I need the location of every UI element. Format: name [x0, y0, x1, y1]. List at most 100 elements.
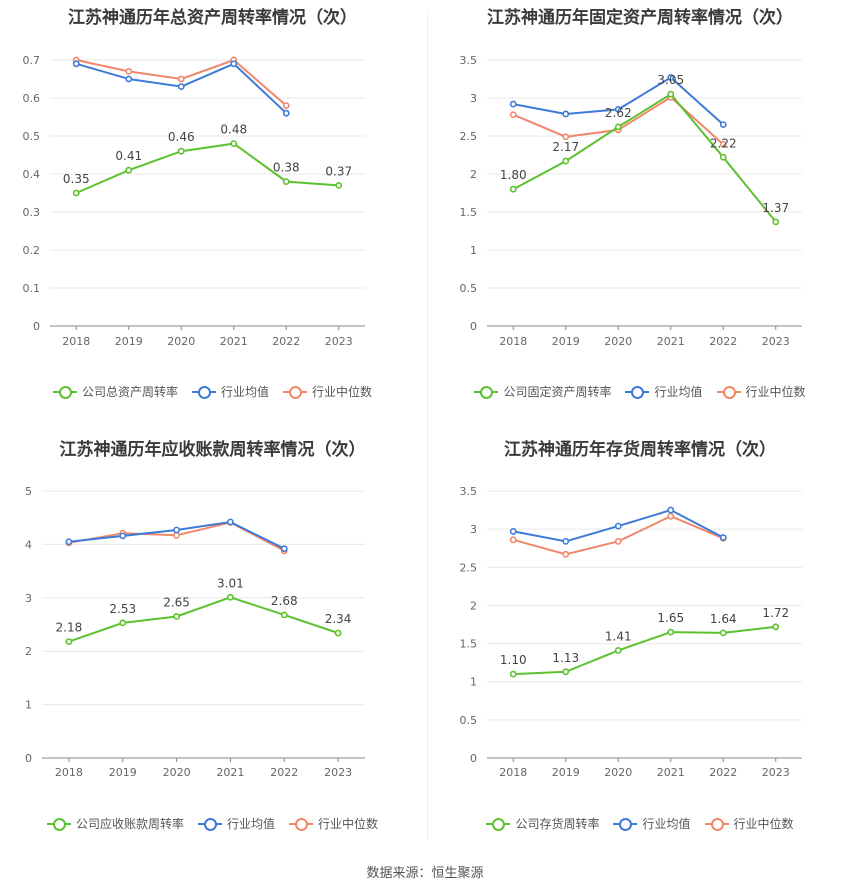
legend-label: 行业均值	[220, 385, 269, 399]
chart-inventory-turnover: 江苏神通历年存货周转率情况（次） 0 0.5 1 1.5 2 2.5 3 3.5 2018 201…	[430, 425, 850, 850]
data-point-company	[614, 123, 622, 131]
legend-label: 行业均值	[226, 817, 275, 831]
data-point-avg	[509, 100, 517, 108]
x-tick-label: 2018	[499, 335, 527, 348]
legend-label: 行业均值	[654, 385, 703, 399]
y-tick-label: 1.5	[460, 638, 478, 651]
data-point-avg	[72, 60, 80, 68]
data-point-company	[119, 619, 127, 627]
data-label: 0.35	[63, 172, 90, 186]
y-tick-label: 2	[470, 168, 477, 181]
data-label: 1.41	[605, 629, 632, 643]
y-tick-label: 3	[470, 92, 477, 105]
y-tick-label: 0	[470, 320, 477, 333]
y-tick-label: 0.4	[23, 168, 41, 181]
data-point-median	[719, 140, 727, 148]
x-tick-label: 2020	[167, 335, 195, 348]
y-tick-label: 4	[25, 538, 32, 551]
data-label: 1.37	[762, 201, 789, 215]
y-tick-label: 2.5	[460, 130, 478, 143]
y-tick-label: 0.7	[23, 54, 41, 67]
x-tick-label: 2021	[657, 335, 685, 348]
chart-legend: 公司存货周转率 行业均值 行业中位数	[430, 815, 850, 832]
data-label: 2.17	[552, 140, 579, 154]
data-label: 0.48	[220, 123, 247, 137]
legend-item-company[interactable]: 公司总资产周转率	[52, 383, 178, 400]
data-label: 2.62	[605, 106, 632, 120]
x-tick-label: 2023	[325, 335, 353, 348]
x-tick-label: 2019	[115, 335, 143, 348]
legend-item-industry-median[interactable]: 行业中位数	[289, 815, 378, 832]
chart-legend: 公司应收账款周转率 行业均值 行业中位数	[0, 815, 425, 832]
chart-plot: 0 0.5 1 1.5 2 2.5 3 3.5 2018 2019 2020 2021 2022 2023…	[460, 485, 802, 779]
data-point-company	[280, 611, 288, 619]
legend-marker-icon	[46, 817, 71, 831]
data-label: 1.13	[552, 651, 579, 665]
data-point-avg	[230, 60, 238, 68]
x-tick-label: 2020	[604, 335, 632, 348]
x-tick-label: 2020	[604, 766, 632, 779]
legend-marker-icon	[191, 385, 216, 399]
x-tick-label: 2018	[499, 766, 527, 779]
panel-divider	[427, 10, 428, 840]
data-point-median	[177, 75, 185, 83]
data-point-company	[614, 647, 622, 654]
data-point-company	[667, 628, 675, 636]
data-label: 0.38	[273, 161, 300, 175]
data-label: 1.72	[762, 606, 789, 620]
y-tick-label: 5	[25, 485, 32, 498]
data-label: 2.53	[109, 602, 136, 616]
data-label: 3.01	[217, 576, 244, 590]
data-label: 2.18	[56, 621, 83, 635]
legend-item-company[interactable]: 公司应收账款周转率	[46, 815, 184, 832]
legend-marker-icon	[283, 385, 307, 399]
chart-title: 江苏神通历年存货周转率情况（次）	[504, 440, 776, 460]
y-tick-label: 1	[470, 676, 477, 689]
data-point-median	[562, 550, 570, 558]
data-point-company	[173, 613, 180, 620]
chart-fixed-asset-turnover: 江苏神通历年固定资产周转率情况（次） 0 0.5 1 1.5 2 2.5 3 3.5 2018 2…	[430, 0, 850, 420]
x-tick-label: 2021	[220, 335, 248, 348]
data-point-avg	[719, 121, 727, 128]
data-point-company	[334, 629, 342, 637]
y-tick-label: 3	[25, 592, 32, 605]
legend-item-industry-average[interactable]: 行业均值	[613, 815, 691, 832]
legend-item-industry-average[interactable]: 行业均值	[197, 815, 275, 832]
legend-label: 行业中位数	[745, 385, 806, 399]
chart-receivables-turnover: 江苏神通历年应收账款周转率情况（次） 0 1 2 3 4 5 2018 2019 2020 202…	[0, 425, 425, 850]
series-line-company	[68, 596, 339, 643]
legend-item-industry-average[interactable]: 行业均值	[191, 383, 269, 400]
y-tick-label: 0	[33, 320, 40, 333]
data-label: 1.64	[710, 612, 737, 626]
data-label: 0.46	[168, 130, 195, 144]
x-tick-label: 2019	[552, 335, 580, 348]
data-point-company	[772, 623, 780, 631]
y-tick-label: 3.5	[460, 54, 478, 67]
x-tick-label: 2019	[109, 766, 137, 779]
data-label: 2.34	[325, 612, 352, 626]
data-label: 0.37	[325, 164, 352, 178]
data-point-avg	[125, 75, 133, 83]
legend-item-industry-median[interactable]: 行业中位数	[704, 815, 794, 832]
data-label: 3.05	[657, 73, 684, 87]
data-point-median	[614, 537, 622, 545]
x-tick-label: 2022	[272, 335, 300, 348]
x-tick-label: 2021	[657, 766, 685, 779]
legend-item-company[interactable]: 公司固定资产周转率	[474, 383, 611, 400]
legend-item-company[interactable]: 公司存货周转率	[486, 815, 599, 832]
legend-item-industry-median[interactable]: 行业中位数	[283, 383, 372, 400]
series-line-company	[513, 625, 776, 676]
data-point-company	[230, 140, 238, 147]
y-tick-label: 0.5	[460, 714, 478, 727]
data-label: 1.80	[500, 168, 527, 182]
x-tick-label: 2022	[270, 766, 298, 779]
data-point-median	[125, 68, 133, 75]
legend-marker-icon	[613, 817, 638, 831]
y-tick-label: 2	[470, 599, 477, 612]
data-point-median	[562, 133, 570, 141]
y-tick-label: 0.1	[23, 282, 41, 295]
data-label: 2.22	[710, 136, 737, 150]
legend-item-industry-median[interactable]: 行业中位数	[716, 383, 806, 400]
data-point-median	[509, 111, 517, 119]
legend-item-industry-average[interactable]: 行业均值	[625, 383, 703, 400]
